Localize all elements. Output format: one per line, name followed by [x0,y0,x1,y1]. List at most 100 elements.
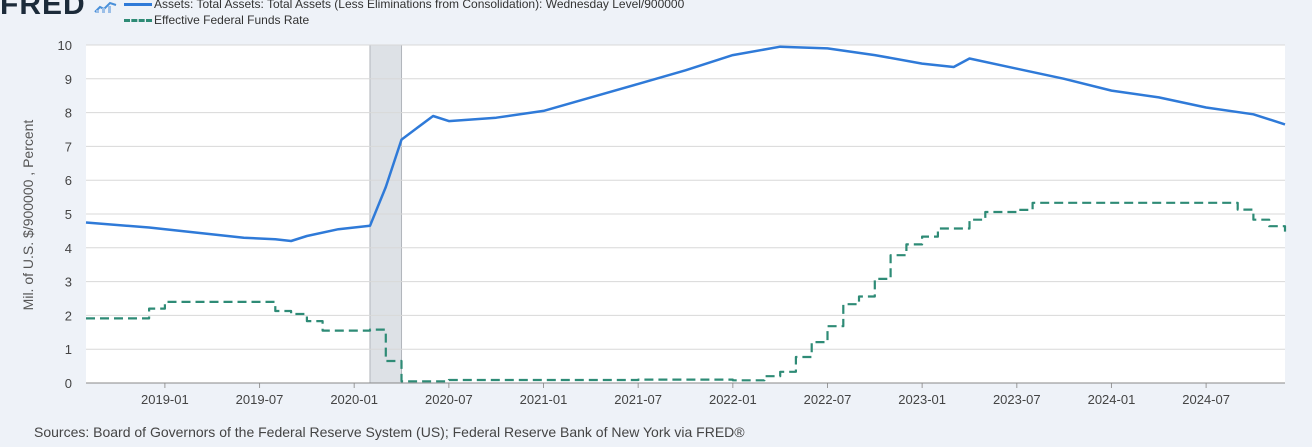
assets-point-2019-03 [196,232,197,233]
fedfunds-point-2018-12 [149,308,150,309]
source-note: Sources: Board of Governors of the Feder… [34,424,745,440]
assets-point-2019-06 [243,237,244,238]
fedfunds-point-2023-08 [1032,202,1033,203]
chart-logo-icon [94,1,117,13]
fedfunds-point-2024-11 [1269,226,1270,227]
fedfunds-point-2024-09 [1237,209,1238,210]
x-tick-label-2020-07: 2020-07 [425,392,473,407]
fedfunds-point-2022-09 [859,296,860,297]
assets-point-2019-08 [275,239,276,240]
series-line-fedfunds [86,201,1287,383]
fedfunds-point-2022-01 [732,380,733,381]
assets-point-2024-10 [1253,114,1254,115]
y-tick-label-6: 6 [65,173,72,188]
x-tick-label-2023-07: 2023-07 [993,392,1041,407]
assets-point-2019-09 [291,241,292,242]
assets-point-2022-07 [827,48,828,49]
assets-point-2021-04 [590,97,591,98]
y-tick-label-7: 7 [65,139,72,154]
assets-point-2019-10 [306,235,307,236]
y-tick-label-1: 1 [65,342,72,357]
fedfunds-point-2019-11 [322,330,323,331]
y-tick-label-10: 10 [58,38,72,53]
y-tick-label-0: 0 [65,376,72,391]
assets-point-2024-04 [1158,97,1159,98]
assets-point-2024-07 [1206,107,1207,108]
fedfunds-point-2022-11 [890,255,891,256]
assets-point-2024-12 [1285,124,1286,125]
fedfunds-point-2020-07 [448,379,449,380]
assets-point-2021-10 [685,70,686,71]
fedfunds-point-2022-12 [906,244,907,245]
fedfunds-point-2022-04 [780,371,781,372]
fedfunds-point-2020-04 [401,381,402,382]
fedfunds-point-2022-02 [748,380,749,381]
fred-logo-text: FRED [0,0,86,21]
x-tick-label-2024-07: 2024-07 [1182,392,1230,407]
legend-label-fedfunds: Effective Federal Funds Rate [154,13,310,27]
fedfunds-point-2022-10 [874,278,875,279]
assets-point-2018-12 [149,227,150,228]
assets-point-2021-07 [638,83,639,84]
fedfunds-point-2024-12 [1285,231,1286,232]
assets-point-2020-07 [448,121,449,122]
fedfunds-point-2023-04 [969,219,970,220]
legend-swatch-assets [124,3,152,6]
assets-point-2020-05 [417,127,418,128]
fedfunds-point-2019-10 [306,321,307,322]
line-chart[interactable]: 0 1 2 3 4 5 6 7 8 9 10 2019-01 2019-07 2020-01 2020-07… [0,0,1312,420]
x-tick-label-2020-01: 2020-01 [330,392,378,407]
assets-point-2020-06 [433,115,434,116]
assets-point-2022-01 [732,55,733,56]
fedfunds-point-2023-07 [1016,209,1017,210]
assets-point-2023-01 [922,63,923,64]
assets-point-2020-01 [354,227,355,228]
y-tick-label-3: 3 [65,275,72,290]
assets-point-2023-07 [1016,68,1017,69]
fedfunds-point-2021-07 [638,379,639,380]
fedfunds-point-2019-09 [291,314,292,315]
x-tick-label-2022-01: 2022-01 [709,392,757,407]
fedfunds-point-2023-01 [922,236,923,237]
fred-logo[interactable]: FRED [0,0,86,22]
fedfunds-point-2020-03 [385,361,386,362]
x-tick-label-2021-07: 2021-07 [614,392,662,407]
fedfunds-point-2024-08 [1221,202,1222,203]
legend-label-assets: Assets: Total Assets: Total Assets (Less… [154,0,685,11]
assets-point-2019-12 [338,229,339,230]
fedfunds-point-2022-06 [811,342,812,343]
y-tick-label-4: 4 [65,241,72,256]
assets-point-2020-03 [385,186,386,187]
x-tick-label-2019-07: 2019-07 [236,392,284,407]
fedfunds-point-2020-01 [354,330,355,331]
fedfunds-point-2021-01 [543,379,544,380]
y-tick-label-5: 5 [65,207,72,222]
assets-point-2023-04 [969,58,970,59]
y-tick-label-9: 9 [65,72,72,87]
fedfunds-point-2019-07 [259,301,260,302]
assets-point-2021-01 [543,110,544,111]
x-tick-label-2021-01: 2021-01 [520,392,568,407]
fedfunds-point-2023-02 [937,228,938,229]
x-tick-label-2023-01: 2023-01 [898,392,946,407]
fedfunds-point-2023-05 [985,211,986,212]
fedfunds-point-2019-01 [164,301,165,302]
x-tick-label-2022-07: 2022-07 [804,392,852,407]
fedfunds-point-2019-08 [275,311,276,312]
assets-point-2022-04 [780,46,781,47]
fedfunds-point-2022-08 [843,304,844,305]
y-tick-label-2: 2 [65,308,72,323]
assets-point-2024-01 [1111,90,1112,91]
assets-point-2023-03 [953,66,954,67]
x-tick-label-2019-01: 2019-01 [141,392,189,407]
assets-point-2020-04 [401,139,402,140]
legend-swatch-fedfunds [124,19,152,22]
fedfunds-point-2018-08 [86,318,87,319]
fedfunds-point-2022-05 [795,356,796,357]
assets-point-2018-08 [86,222,87,223]
fedfunds-point-2024-10 [1253,219,1254,220]
fedfunds-point-2022-03 [764,376,765,377]
assets-point-2020-10 [496,117,497,118]
assets-point-2022-10 [874,55,875,56]
fedfunds-point-2020-02 [369,329,370,330]
